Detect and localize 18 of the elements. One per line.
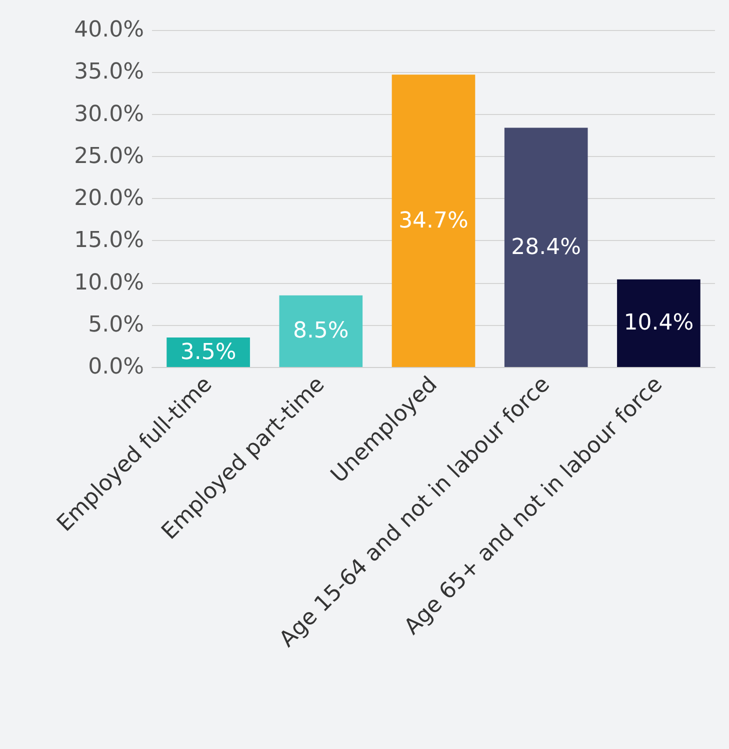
y-tick-label: 20.0% bbox=[74, 186, 144, 211]
y-tick-label: 35.0% bbox=[74, 60, 144, 85]
data-label: 28.4% bbox=[511, 234, 582, 260]
bar bbox=[279, 295, 363, 367]
data-label: 10.4% bbox=[624, 310, 694, 336]
y-tick-label: 25.0% bbox=[74, 144, 144, 169]
y-tick-label: 30.0% bbox=[74, 102, 144, 127]
data-label: 34.7% bbox=[398, 208, 468, 234]
y-tick-label: 0.0% bbox=[88, 354, 144, 380]
data-label: 3.5% bbox=[180, 340, 236, 365]
bar bbox=[504, 128, 588, 367]
y-tick-label: 40.0% bbox=[74, 18, 144, 42]
y-tick-label: 5.0% bbox=[88, 312, 144, 338]
y-tick-label: 15.0% bbox=[74, 228, 144, 254]
bar bbox=[392, 74, 476, 367]
data-label: 8.5% bbox=[292, 318, 349, 344]
y-tick-label: 10.0% bbox=[74, 270, 144, 296]
bar bbox=[617, 279, 700, 367]
